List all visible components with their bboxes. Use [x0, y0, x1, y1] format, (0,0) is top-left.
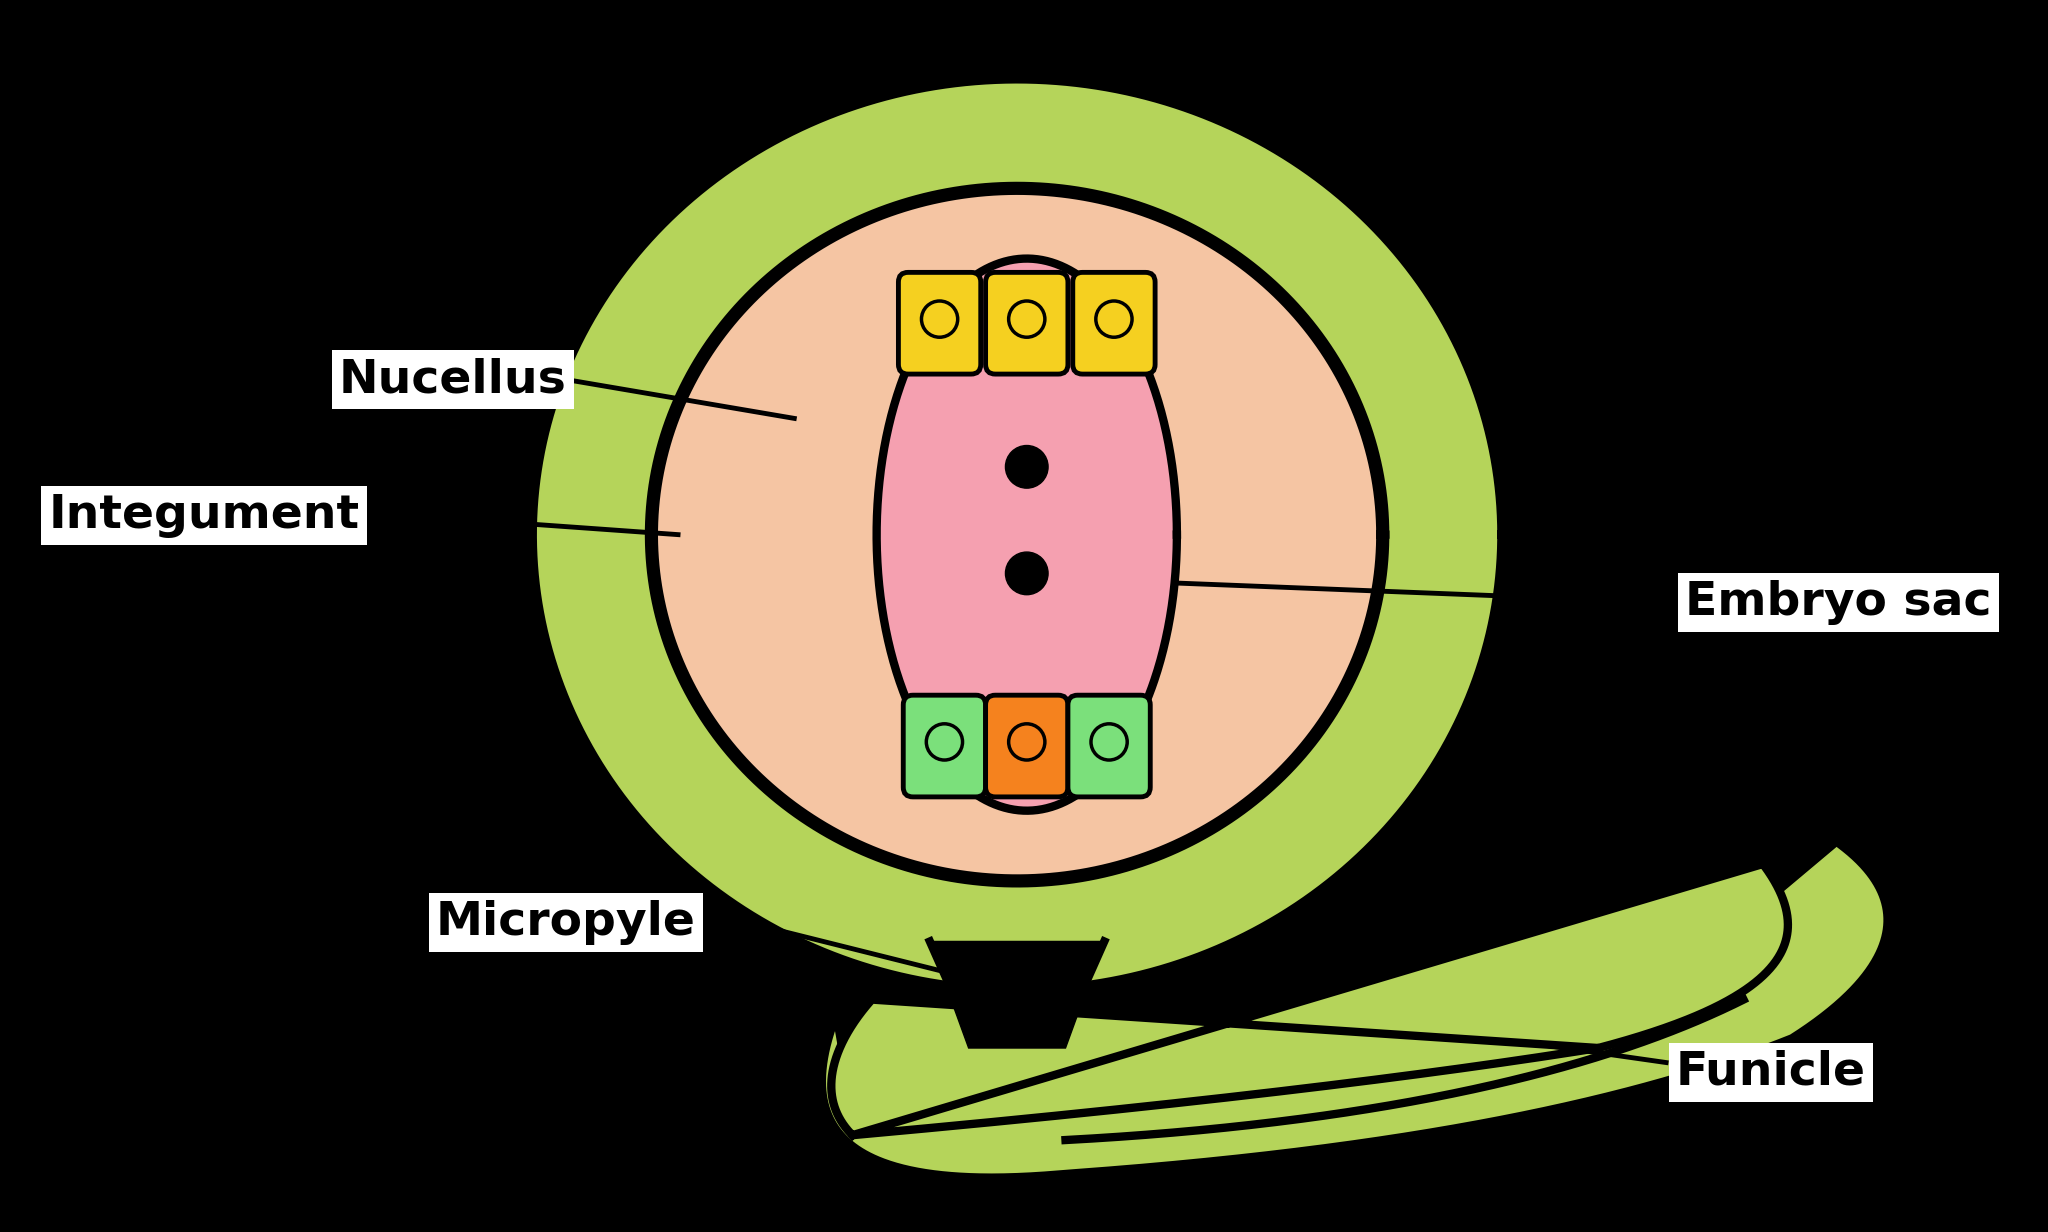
FancyBboxPatch shape: [985, 272, 1067, 375]
FancyBboxPatch shape: [985, 695, 1067, 797]
Circle shape: [1006, 552, 1049, 595]
Text: Nucellus: Nucellus: [340, 357, 567, 402]
Circle shape: [1010, 301, 1044, 338]
Circle shape: [922, 301, 958, 338]
Text: Embryo sac: Embryo sac: [1686, 580, 1993, 625]
Polygon shape: [877, 259, 1178, 811]
Text: Integument: Integument: [49, 493, 360, 537]
FancyBboxPatch shape: [1067, 695, 1151, 797]
Circle shape: [926, 724, 963, 760]
Circle shape: [1096, 301, 1133, 338]
FancyBboxPatch shape: [1073, 272, 1155, 375]
Circle shape: [1010, 724, 1044, 760]
FancyBboxPatch shape: [899, 272, 981, 375]
Polygon shape: [930, 941, 1104, 1048]
Circle shape: [1006, 446, 1049, 488]
Text: Micropyle: Micropyle: [436, 899, 696, 945]
Polygon shape: [653, 191, 1380, 878]
FancyBboxPatch shape: [903, 695, 985, 797]
Circle shape: [1092, 724, 1126, 760]
Text: Funicle: Funicle: [1675, 1050, 1866, 1095]
Polygon shape: [821, 845, 1888, 1178]
Polygon shape: [532, 79, 1501, 989]
